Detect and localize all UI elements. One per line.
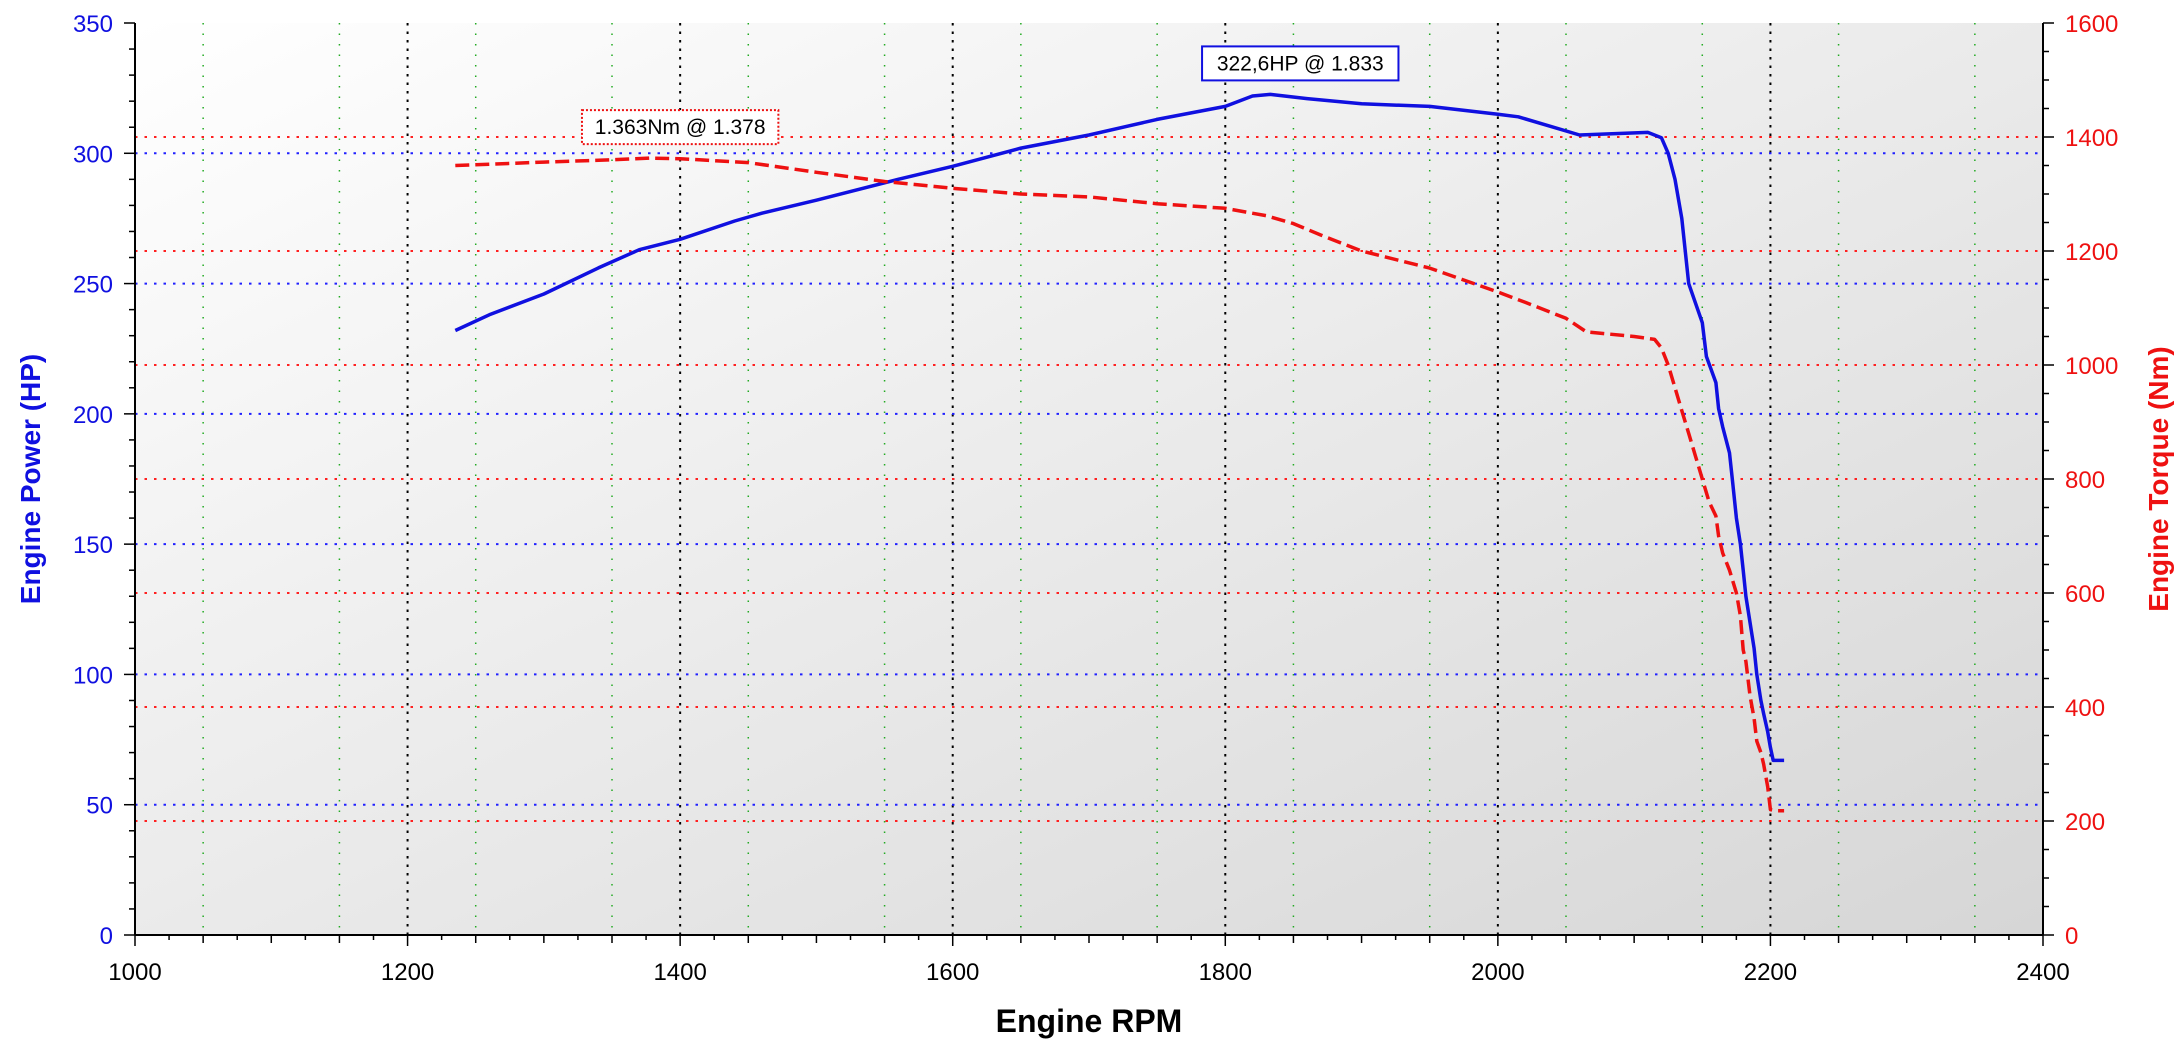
x-tick-label: 2400 xyxy=(2016,959,2069,986)
y-axis-title-right: Engine Torque (Nm) xyxy=(2143,346,2174,611)
x-axis-title: Engine RPM xyxy=(996,1003,1183,1039)
y-tick-label-left: 100 xyxy=(73,662,113,689)
y-tick-label-left: 150 xyxy=(73,532,113,559)
y-tick-label-left: 200 xyxy=(73,402,113,429)
x-tick-label: 1600 xyxy=(926,959,979,986)
x-tick-label: 2200 xyxy=(1744,959,1797,986)
y-tick-label-right: 200 xyxy=(2065,809,2105,836)
annotation-box xyxy=(580,109,780,146)
power-series-line xyxy=(454,92,1785,763)
x-tick-label: 1400 xyxy=(653,959,706,986)
peak-annotation: 1.363Nm @ 1.378 xyxy=(580,109,780,146)
y-tick-label-left: 250 xyxy=(73,272,113,299)
y-tick-label-left: 350 xyxy=(73,11,113,38)
y-tick-label-left: 0 xyxy=(100,923,113,950)
annotation-box xyxy=(1201,45,1400,82)
y-tick-label-left: 50 xyxy=(86,793,113,820)
y-tick-label-right: 1600 xyxy=(2065,11,2118,38)
annotation-label: 322,6HP @ 1.833 xyxy=(1217,52,1384,75)
y-tick-label-left: 300 xyxy=(73,141,113,168)
plot-area xyxy=(135,23,2043,935)
annotation-label: 1.363Nm @ 1.378 xyxy=(595,116,766,139)
x-tick-label: 1000 xyxy=(108,959,161,986)
y-tick-label-right: 1000 xyxy=(2065,353,2118,380)
peak-annotation: 322,6HP @ 1.833 xyxy=(1201,45,1400,82)
y-tick-label-right: 0 xyxy=(2065,923,2078,950)
y-axis-title-left: Engine Power (HP) xyxy=(15,354,46,604)
y-tick-label-right: 1200 xyxy=(2065,239,2118,266)
y-tick-label-right: 400 xyxy=(2065,695,2105,722)
x-tick-label: 1200 xyxy=(381,959,434,986)
x-tick-label: 2000 xyxy=(1471,959,1524,986)
x-tick-label: 1800 xyxy=(1199,959,1252,986)
y-tick-label-right: 800 xyxy=(2065,467,2105,494)
y-tick-label-right: 600 xyxy=(2065,581,2105,608)
y-tick-label-right: 1400 xyxy=(2065,125,2118,152)
